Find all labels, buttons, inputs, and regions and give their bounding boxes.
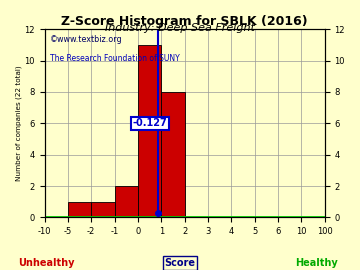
Y-axis label: Number of companies (22 total): Number of companies (22 total) [15, 65, 22, 181]
Bar [161, 92, 185, 217]
Title: Z-Score Histogram for SBLK (2016): Z-Score Histogram for SBLK (2016) [61, 15, 308, 28]
Text: Healthy: Healthy [296, 258, 338, 268]
Text: Industry: Deep Sea Freight: Industry: Deep Sea Freight [105, 23, 255, 33]
Bar [114, 186, 138, 217]
Text: The Research Foundation of SUNY: The Research Foundation of SUNY [50, 54, 180, 63]
Text: ©www.textbiz.org: ©www.textbiz.org [50, 35, 123, 44]
Text: Unhealthy: Unhealthy [19, 258, 75, 268]
Text: Score: Score [165, 258, 195, 268]
Bar [68, 202, 91, 217]
Text: -0.127: -0.127 [132, 118, 167, 128]
Bar [91, 202, 114, 217]
Bar [138, 45, 161, 217]
